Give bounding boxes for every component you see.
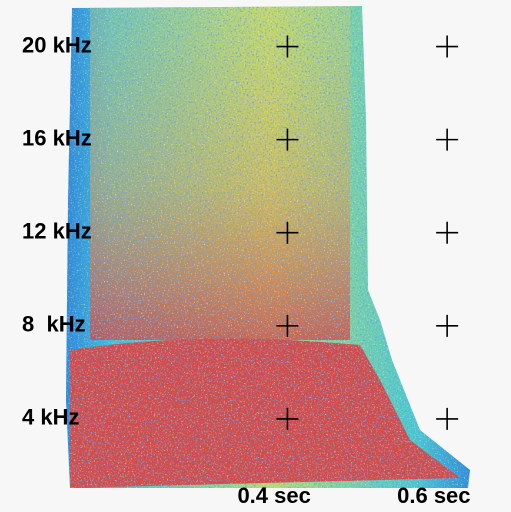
grid-cross xyxy=(436,129,458,151)
y-tick-label: 8 kHz xyxy=(22,312,86,337)
grid-cross xyxy=(436,222,458,244)
spectrogram-chart: 4 kHz 8 kHz 12 kHz 16 kHz 20 kHz 0.4 sec 0.6 s… xyxy=(0,0,511,512)
x-tick-label: 0.4 sec xyxy=(237,483,310,508)
y-tick-label: 4 kHz xyxy=(22,405,79,430)
spectrogram-image xyxy=(60,0,480,492)
grid-cross xyxy=(436,315,458,337)
y-tick-label: 20 kHz xyxy=(22,32,92,57)
grid-cross xyxy=(436,408,458,430)
y-tick-label: 12 kHz xyxy=(22,219,92,244)
grid-cross xyxy=(436,36,458,58)
y-tick-label: 16 kHz xyxy=(22,125,92,150)
x-tick-label: 0.6 sec xyxy=(397,483,470,508)
